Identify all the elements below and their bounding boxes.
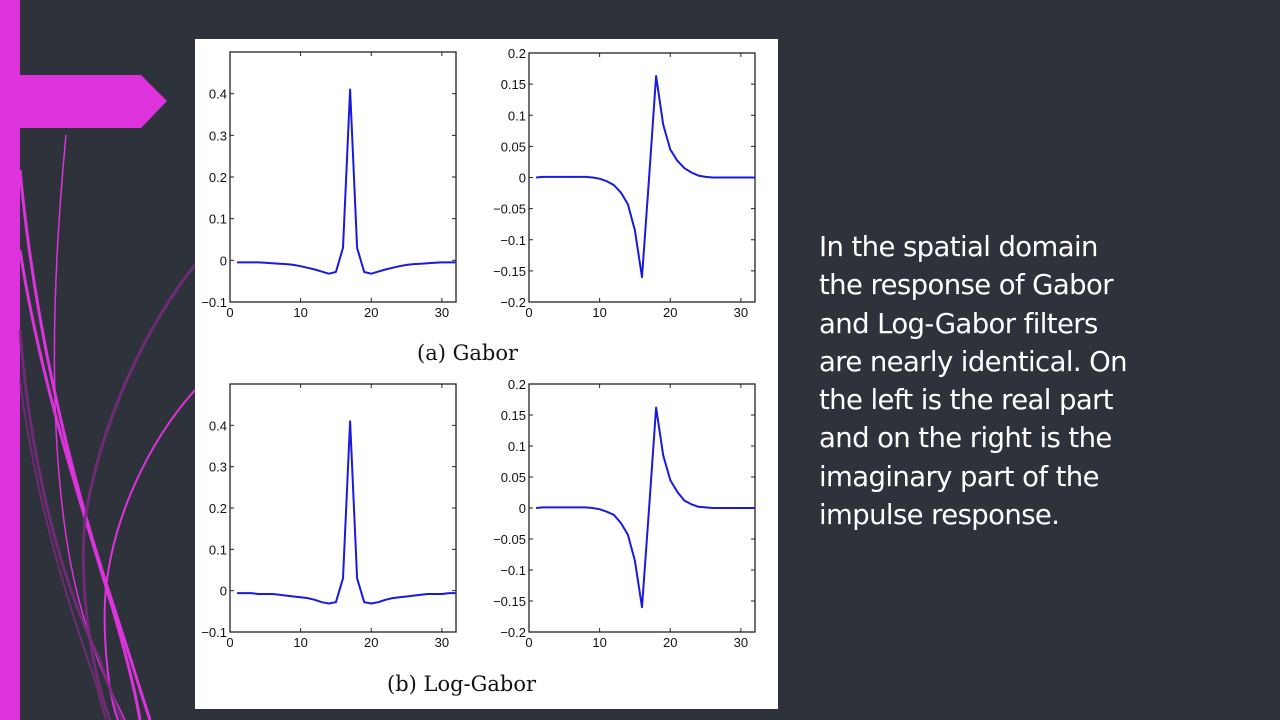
- y-tick-label: −0.2: [500, 295, 526, 310]
- y-tick-label: −0.1: [500, 233, 526, 248]
- plot-loggabor-real: −0.1 0 0.1 0.2 0.3 0.4 0 10 20 30: [195, 370, 485, 670]
- y-tick-label: 0.2: [508, 377, 526, 392]
- body-line: imaginary part of the: [819, 460, 1100, 493]
- plot-gabor-imaginary: −0.2 −0.15 −0.1 −0.05 0 0.05 0.1 0.15 0.2 0 10 20 30: [480, 39, 780, 339]
- curve-line: [103, 389, 196, 720]
- decorative-curves: [18, 75, 197, 720]
- body-line: In the spatial domain: [819, 231, 1098, 263]
- body-line: and on the right is the: [819, 422, 1112, 455]
- y-tick-label: 0: [519, 501, 526, 516]
- y-tick-label: 0.2: [209, 170, 227, 185]
- x-tick-label: 20: [663, 635, 677, 650]
- y-tick-label: 0: [519, 171, 526, 186]
- y-tick-label: −0.1: [201, 625, 227, 640]
- y-tick-label: 0.15: [501, 408, 526, 423]
- y-tick-label: −0.05: [493, 532, 526, 547]
- x-tick-label: 30: [734, 305, 748, 320]
- x-tick-label: 20: [364, 305, 378, 320]
- slide-body-text: In the spatial domain the response of Ga…: [819, 228, 1239, 534]
- title-arrow-banner: [20, 75, 167, 128]
- y-tick-label: 0.3: [209, 460, 227, 475]
- figure-panel: −0.1 0 0.1 0.2 0.3 0.4 0 10 20 30 −0.2 −0.15 −0.1 −0…: [195, 39, 778, 709]
- y-tick-label: 0.4: [209, 87, 227, 102]
- y-tick-label: −0.2: [500, 625, 526, 640]
- x-tick-label: 0: [525, 635, 532, 650]
- body-line: and Log-Gabor filters: [819, 307, 1098, 340]
- y-tick-label: 0.1: [209, 542, 227, 557]
- x-tick-label: 20: [364, 635, 378, 650]
- curve-line: [18, 329, 124, 720]
- data-line: [237, 88, 456, 275]
- data-line: [237, 420, 456, 605]
- y-tick-label: −0.15: [493, 594, 526, 609]
- x-tick-label: 30: [435, 635, 449, 650]
- y-tick-label: 0.1: [508, 108, 526, 123]
- curve-line: [18, 169, 152, 720]
- y-tick-label: −0.1: [201, 295, 227, 310]
- y-tick-label: −0.1: [500, 563, 526, 578]
- x-tick-label: 30: [734, 635, 748, 650]
- y-tick-label: 0.1: [209, 212, 227, 227]
- y-tick-label: 0: [220, 253, 227, 268]
- x-tick-label: 0: [226, 305, 233, 320]
- y-tick-label: 0.05: [501, 470, 526, 485]
- body-line: are nearly identical. On: [819, 345, 1128, 378]
- curve-line: [19, 379, 107, 720]
- plot-loggabor-imaginary: −0.2 −0.15 −0.1 −0.05 0 0.05 0.1 0.15 0.2 0 10 20 30: [480, 370, 780, 670]
- x-tick-label: 30: [435, 305, 449, 320]
- plot-gabor-real: −0.1 0 0.1 0.2 0.3 0.4 0 10 20 30: [195, 39, 485, 339]
- y-tick-label: 0.2: [508, 46, 526, 61]
- curve-line: [81, 264, 197, 720]
- y-tick-label: 0.05: [501, 139, 526, 154]
- x-tick-label: 10: [592, 305, 606, 320]
- body-line: impulse response.: [819, 499, 1060, 532]
- y-tick-label: −0.15: [493, 264, 526, 279]
- data-line: [536, 406, 755, 609]
- y-tick-label: 0.4: [209, 418, 227, 433]
- curve-line: [18, 249, 142, 720]
- x-tick-label: 10: [293, 635, 307, 650]
- caption-loggabor: (b) Log-Gabor: [387, 672, 537, 696]
- x-tick-label: 20: [663, 305, 677, 320]
- x-tick-label: 0: [525, 305, 532, 320]
- y-tick-label: 0.3: [209, 128, 227, 143]
- y-tick-label: −0.05: [493, 202, 526, 217]
- body-line: the response of Gabor: [819, 269, 1114, 302]
- body-line: the left is the real part: [819, 384, 1114, 417]
- caption-gabor: (a) Gabor: [417, 341, 519, 365]
- accent-bar: [0, 0, 20, 720]
- data-line: [536, 75, 755, 279]
- y-tick-label: 0.1: [508, 439, 526, 454]
- x-tick-label: 0: [226, 635, 233, 650]
- y-tick-label: 0.15: [501, 77, 526, 92]
- y-tick-label: 0.2: [209, 501, 227, 516]
- x-tick-label: 10: [592, 635, 606, 650]
- y-tick-label: 0: [220, 584, 227, 599]
- x-tick-label: 10: [293, 305, 307, 320]
